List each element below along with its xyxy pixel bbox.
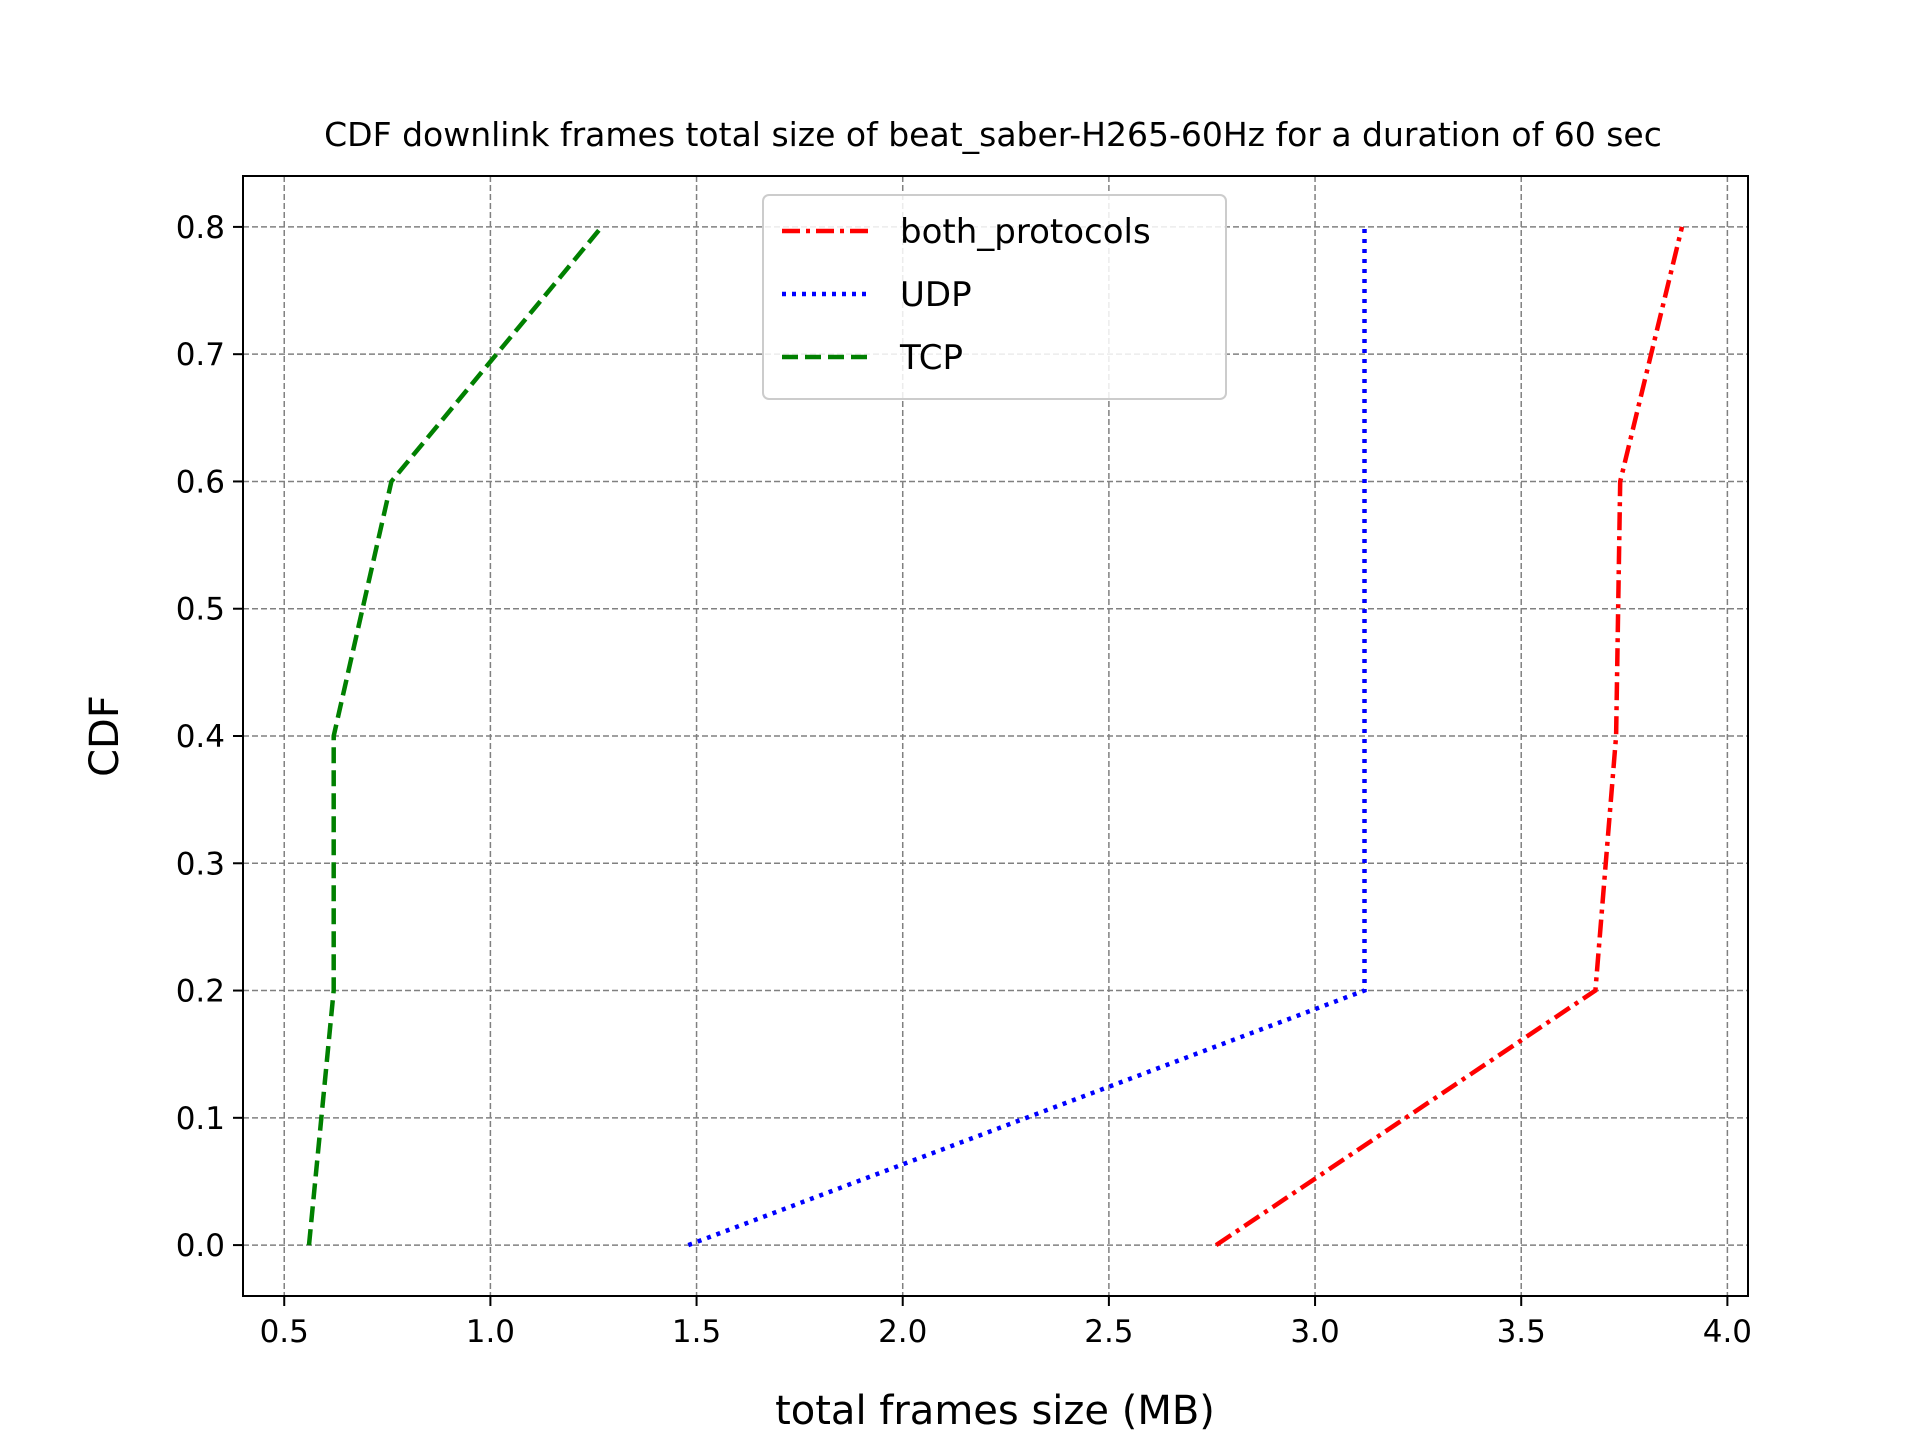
legend-box <box>762 194 1227 400</box>
x-tick-label: 0.5 <box>260 1314 309 1350</box>
y-tick-label: 0.8 <box>176 210 225 246</box>
x-tick-label: 2.0 <box>878 1314 927 1350</box>
y-tick-label: 0.7 <box>176 337 225 373</box>
data-series <box>306 225 1685 1248</box>
x-tick-label: 1.0 <box>466 1314 515 1350</box>
x-tick-label: 1.5 <box>672 1314 721 1350</box>
y-axis-title: CDF <box>82 695 128 777</box>
x-tick-label: 3.5 <box>1497 1314 1546 1350</box>
axis-ticks: 0.5 1.0 1.5 2.0 2.5 3.0 3.5 4.0 0.0 0.1 0.2 0.3 0.4 0… <box>176 210 1752 1350</box>
y-tick-label: 0.2 <box>176 974 225 1010</box>
x-tick-label: 3.0 <box>1290 1314 1339 1350</box>
x-tick-label: 2.5 <box>1084 1314 1133 1350</box>
legend-label: UDP <box>900 275 972 315</box>
legend-label: both_protocols <box>900 212 1151 252</box>
series-line-both-protocols <box>1214 226 1685 1247</box>
legend-label: TCP <box>899 338 963 378</box>
y-tick-label: 0.6 <box>176 464 225 500</box>
x-axis-title: total frames size (MB) <box>775 1388 1215 1434</box>
x-tick-label: 4.0 <box>1703 1314 1752 1350</box>
y-tick-label: 0.5 <box>176 592 225 628</box>
y-tick-label: 0.0 <box>176 1228 225 1264</box>
series-line-tcp <box>306 225 604 1246</box>
y-tick-label: 0.1 <box>176 1101 225 1137</box>
legend: both_protocols UDP TCP <box>762 194 1227 400</box>
chart-title: CDF downlink frames total size of beat_s… <box>324 115 1662 154</box>
y-tick-label: 0.4 <box>176 719 225 755</box>
series-line-udp <box>687 226 1367 1248</box>
y-tick-label: 0.3 <box>176 846 225 882</box>
